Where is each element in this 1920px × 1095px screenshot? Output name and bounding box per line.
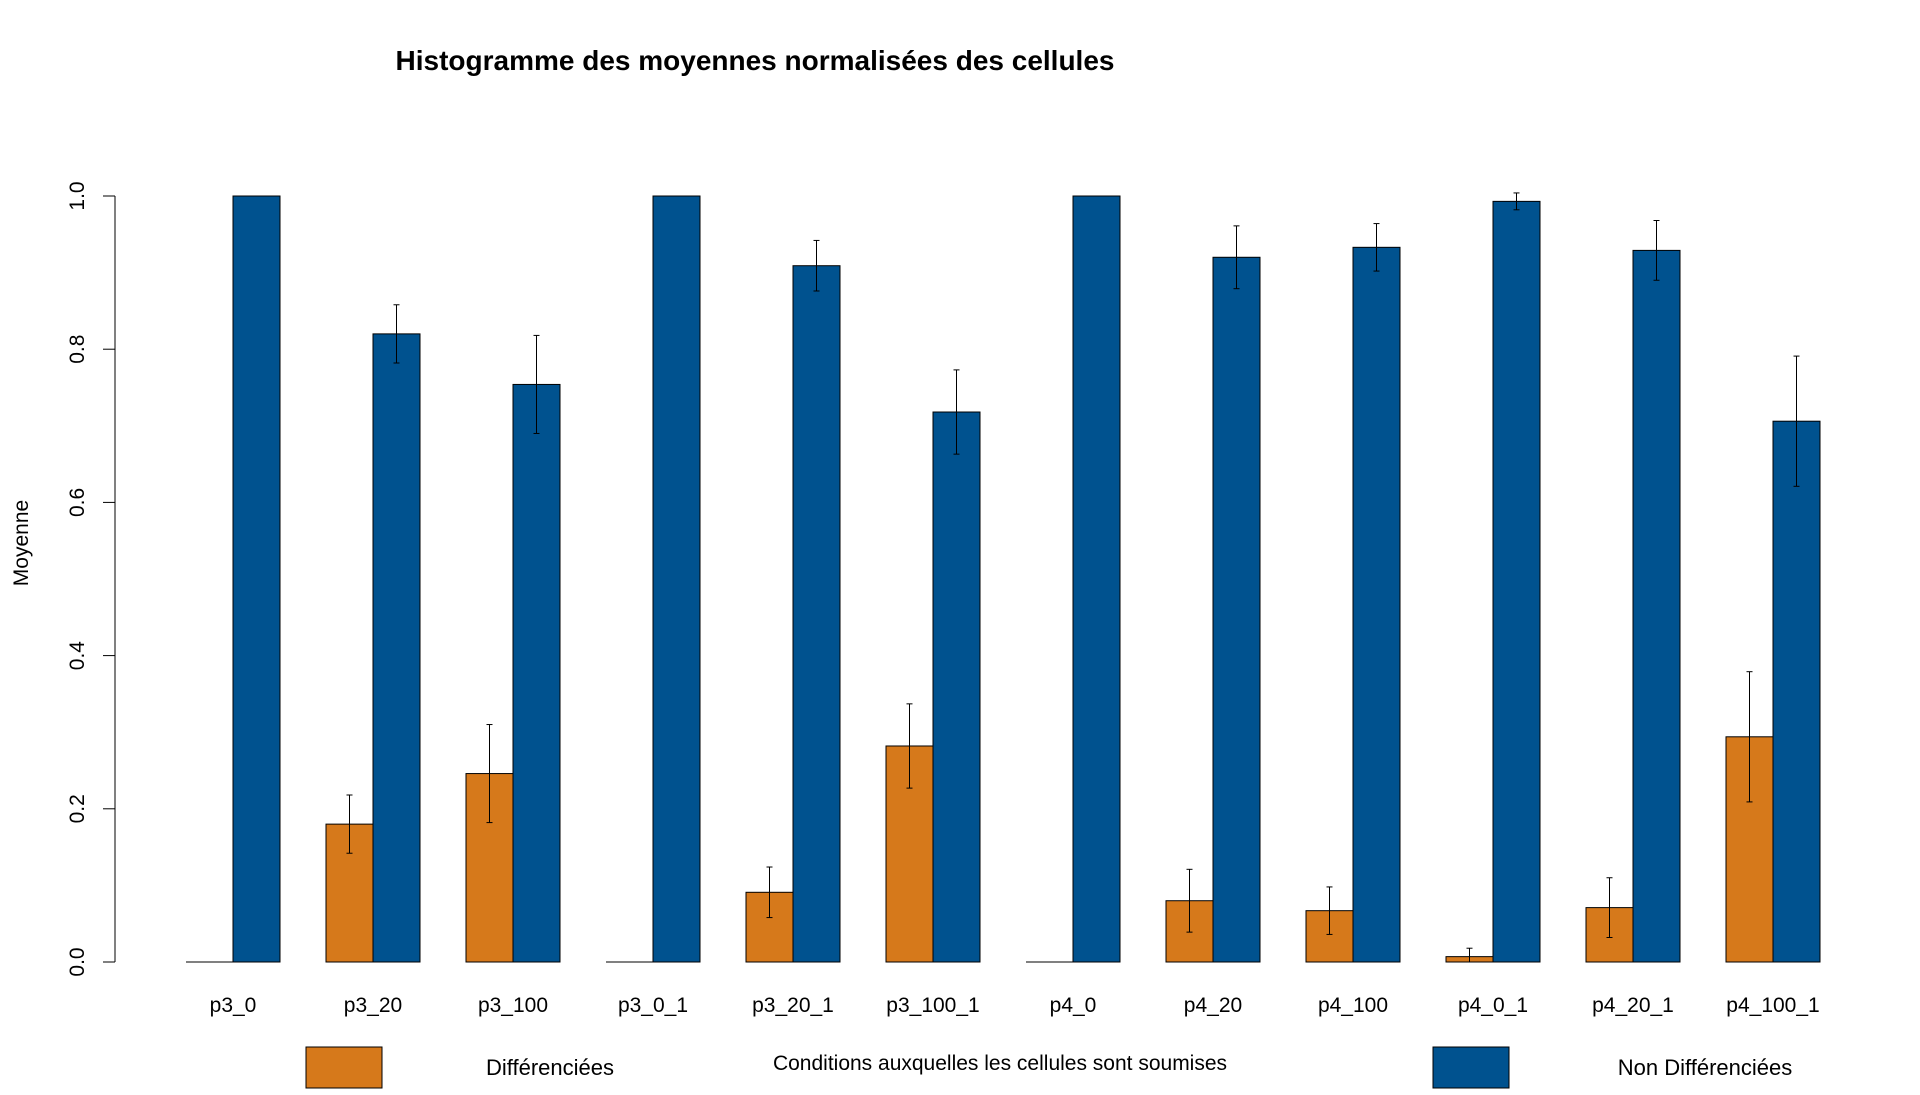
y-tick-label: 0.6: [66, 488, 89, 517]
x-tick-label: p4_0: [1050, 994, 1097, 1017]
error-bar: [533, 334, 540, 434]
bar-non-differenciees: [1072, 195, 1121, 963]
x-tick-label: p3_0_1: [618, 994, 688, 1017]
legend-label-non-differenciees: Non Différenciées: [1618, 1055, 1792, 1080]
y-axis: 0.0 0.2 0.4 0.6 0.8 1.0: [66, 181, 116, 977]
x-tick-label: p4_100_1: [1726, 994, 1819, 1017]
bar-non-differenciees: [372, 333, 421, 963]
bar-non-differenciees: [232, 195, 281, 963]
legend-swatch-differenciees: [305, 1046, 383, 1089]
error-bar: [953, 369, 960, 455]
bar-non-differenciees: [1492, 200, 1541, 963]
x-tick-label: p4_20: [1184, 994, 1242, 1017]
bar-non-differenciees: [1352, 246, 1401, 963]
x-tick-label: p4_20_1: [1592, 994, 1674, 1017]
chart-title: Histogramme des moyennes normalisées des…: [396, 45, 1115, 76]
y-axis-label: Moyenne: [10, 500, 33, 586]
x-tick-label: p3_20_1: [752, 994, 834, 1017]
error-bar: [1746, 671, 1753, 803]
y-tick-label: 1.0: [66, 181, 89, 210]
x-tick-labels: p3_0 p3_20 p3_100 p3_0_1 p3_20_1 p3_100_1 p4_0…: [210, 994, 1820, 1017]
error-bar: [1606, 877, 1613, 938]
error-bar: [393, 304, 400, 364]
legend-label-differenciees: Différenciées: [486, 1055, 614, 1080]
bar-non-differenciees: [1212, 256, 1261, 963]
error-bar: [1186, 868, 1193, 933]
error-bar: [1793, 355, 1800, 487]
bar-non-differenciees: [512, 383, 561, 963]
error-bar: [346, 794, 353, 854]
x-tick-label: p3_20: [344, 994, 402, 1017]
error-bar: [1373, 223, 1380, 272]
error-bar: [1466, 947, 1473, 963]
bar-non-differenciees: [1632, 249, 1681, 963]
x-tick-label: p4_100: [1318, 994, 1388, 1017]
bar-non-differenciees: [1772, 420, 1821, 963]
y-tick-label: 0.8: [66, 335, 89, 364]
x-tick-label: p3_100: [478, 994, 548, 1017]
bar-non-differenciees: [792, 265, 841, 963]
error-bar: [813, 239, 820, 292]
bar-non-differenciees: [652, 195, 701, 963]
y-tick-label: 0.4: [66, 641, 89, 671]
x-tick-label: p3_0: [210, 994, 257, 1017]
legend-swatch-non-differenciees: [1432, 1046, 1510, 1089]
bar-non-differenciees: [932, 411, 981, 963]
bars: [186, 192, 1821, 963]
error-bar: [1233, 225, 1240, 290]
error-bar: [1653, 220, 1660, 281]
error-bar: [486, 724, 493, 824]
x-axis-label: Conditions auxquelles les cellules sont …: [773, 1052, 1227, 1075]
error-bar: [1326, 886, 1333, 935]
error-bar: [906, 703, 913, 789]
x-tick-label: p3_100_1: [886, 994, 979, 1017]
x-tick-label: p4_0_1: [1458, 994, 1528, 1017]
error-bar: [766, 866, 773, 919]
error-bar: [1513, 192, 1520, 211]
y-tick-label: 0.0: [66, 947, 89, 976]
y-tick-label: 0.2: [66, 794, 89, 823]
legend: Différenciées Non Différenciées: [305, 1046, 1792, 1089]
